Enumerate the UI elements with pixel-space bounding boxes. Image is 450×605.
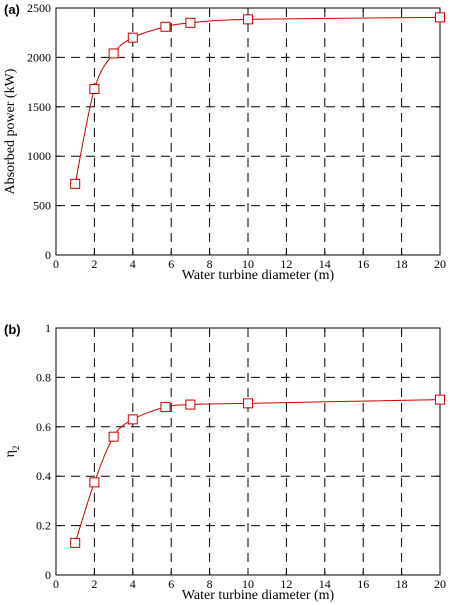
data-point-marker (243, 14, 253, 25)
x-tick-label: 16 (357, 577, 369, 591)
data-point-marker (70, 537, 81, 548)
data-point-marker (127, 414, 138, 425)
y-tick-label: 500 (33, 199, 51, 213)
data-point-marker (108, 48, 119, 59)
y-tick-label: 0.2 (36, 519, 51, 533)
data-point-marker (185, 17, 196, 28)
x-tick-label: 20 (434, 577, 446, 591)
x-tick-label: 12 (280, 577, 292, 591)
x-tick-label: 14 (319, 577, 331, 591)
y-tick-label: 2500 (27, 1, 51, 15)
x-tick-label: 2 (91, 257, 97, 271)
x-axis-label: Water turbine diameter (m) (182, 268, 335, 283)
y-tick-label: 1500 (27, 100, 51, 114)
x-tick-label: 18 (396, 577, 408, 591)
panel-label: (b) (4, 322, 21, 337)
chart-panel-b: (b) 0 2 4 6 8 10 12 14 16 18 20 0 0.2 0.4 0.6 0.8 1 Water … (3, 321, 446, 603)
x-tick-label: 10 (242, 257, 254, 271)
x-tick-label: 8 (207, 257, 213, 271)
y-tick-label: 0.4 (36, 469, 51, 483)
x-tick-label: 0 (53, 577, 59, 591)
y-tick-label: 0.8 (36, 370, 51, 384)
data-point-marker (435, 394, 445, 405)
x-tick-label: 18 (396, 257, 408, 271)
data-point-marker (160, 21, 171, 32)
x-axis-label: Water turbine diameter (m) (182, 588, 335, 603)
x-tick-label: 6 (168, 577, 174, 591)
x-tick-label: 12 (280, 257, 292, 271)
x-tick-label: 16 (357, 257, 369, 271)
data-point-marker (435, 12, 445, 23)
data-point-marker (160, 402, 171, 413)
panel-label: (a) (4, 2, 20, 17)
x-tick-label: 20 (434, 257, 446, 271)
x-tick-label: 4 (130, 577, 136, 591)
data-point-marker (243, 398, 253, 409)
data-point-marker (89, 477, 100, 488)
y-tick-label: 0.6 (36, 420, 51, 434)
y-axis-label: Absorbed power (kW) (3, 68, 18, 194)
y-axis-label-subscript: 2 (11, 446, 21, 451)
y-tick-label: 2000 (27, 50, 51, 64)
x-tick-label: 10 (242, 577, 254, 591)
x-tick-label: 0 (53, 257, 59, 271)
x-tick-label: 8 (207, 577, 213, 591)
chart-panel-a: (a) 0 2 4 6 8 10 12 14 16 18 20 0 500 1000 1500 2000 2500… (3, 1, 446, 283)
data-point-marker (185, 399, 196, 410)
data-point-marker (89, 84, 100, 95)
x-tick-label: 4 (130, 257, 136, 271)
y-tick-label: 0 (45, 568, 51, 582)
data-point-marker (127, 32, 138, 43)
data-point-marker (108, 431, 119, 442)
data-point-marker (70, 178, 81, 189)
x-tick-label: 2 (91, 577, 97, 591)
y-axis-label: η2 (3, 446, 21, 458)
y-tick-label: 1000 (27, 149, 51, 163)
x-tick-label: 14 (319, 257, 331, 271)
y-tick-label: 0 (45, 248, 51, 262)
y-tick-label: 1 (45, 321, 51, 335)
x-tick-label: 6 (168, 257, 174, 271)
